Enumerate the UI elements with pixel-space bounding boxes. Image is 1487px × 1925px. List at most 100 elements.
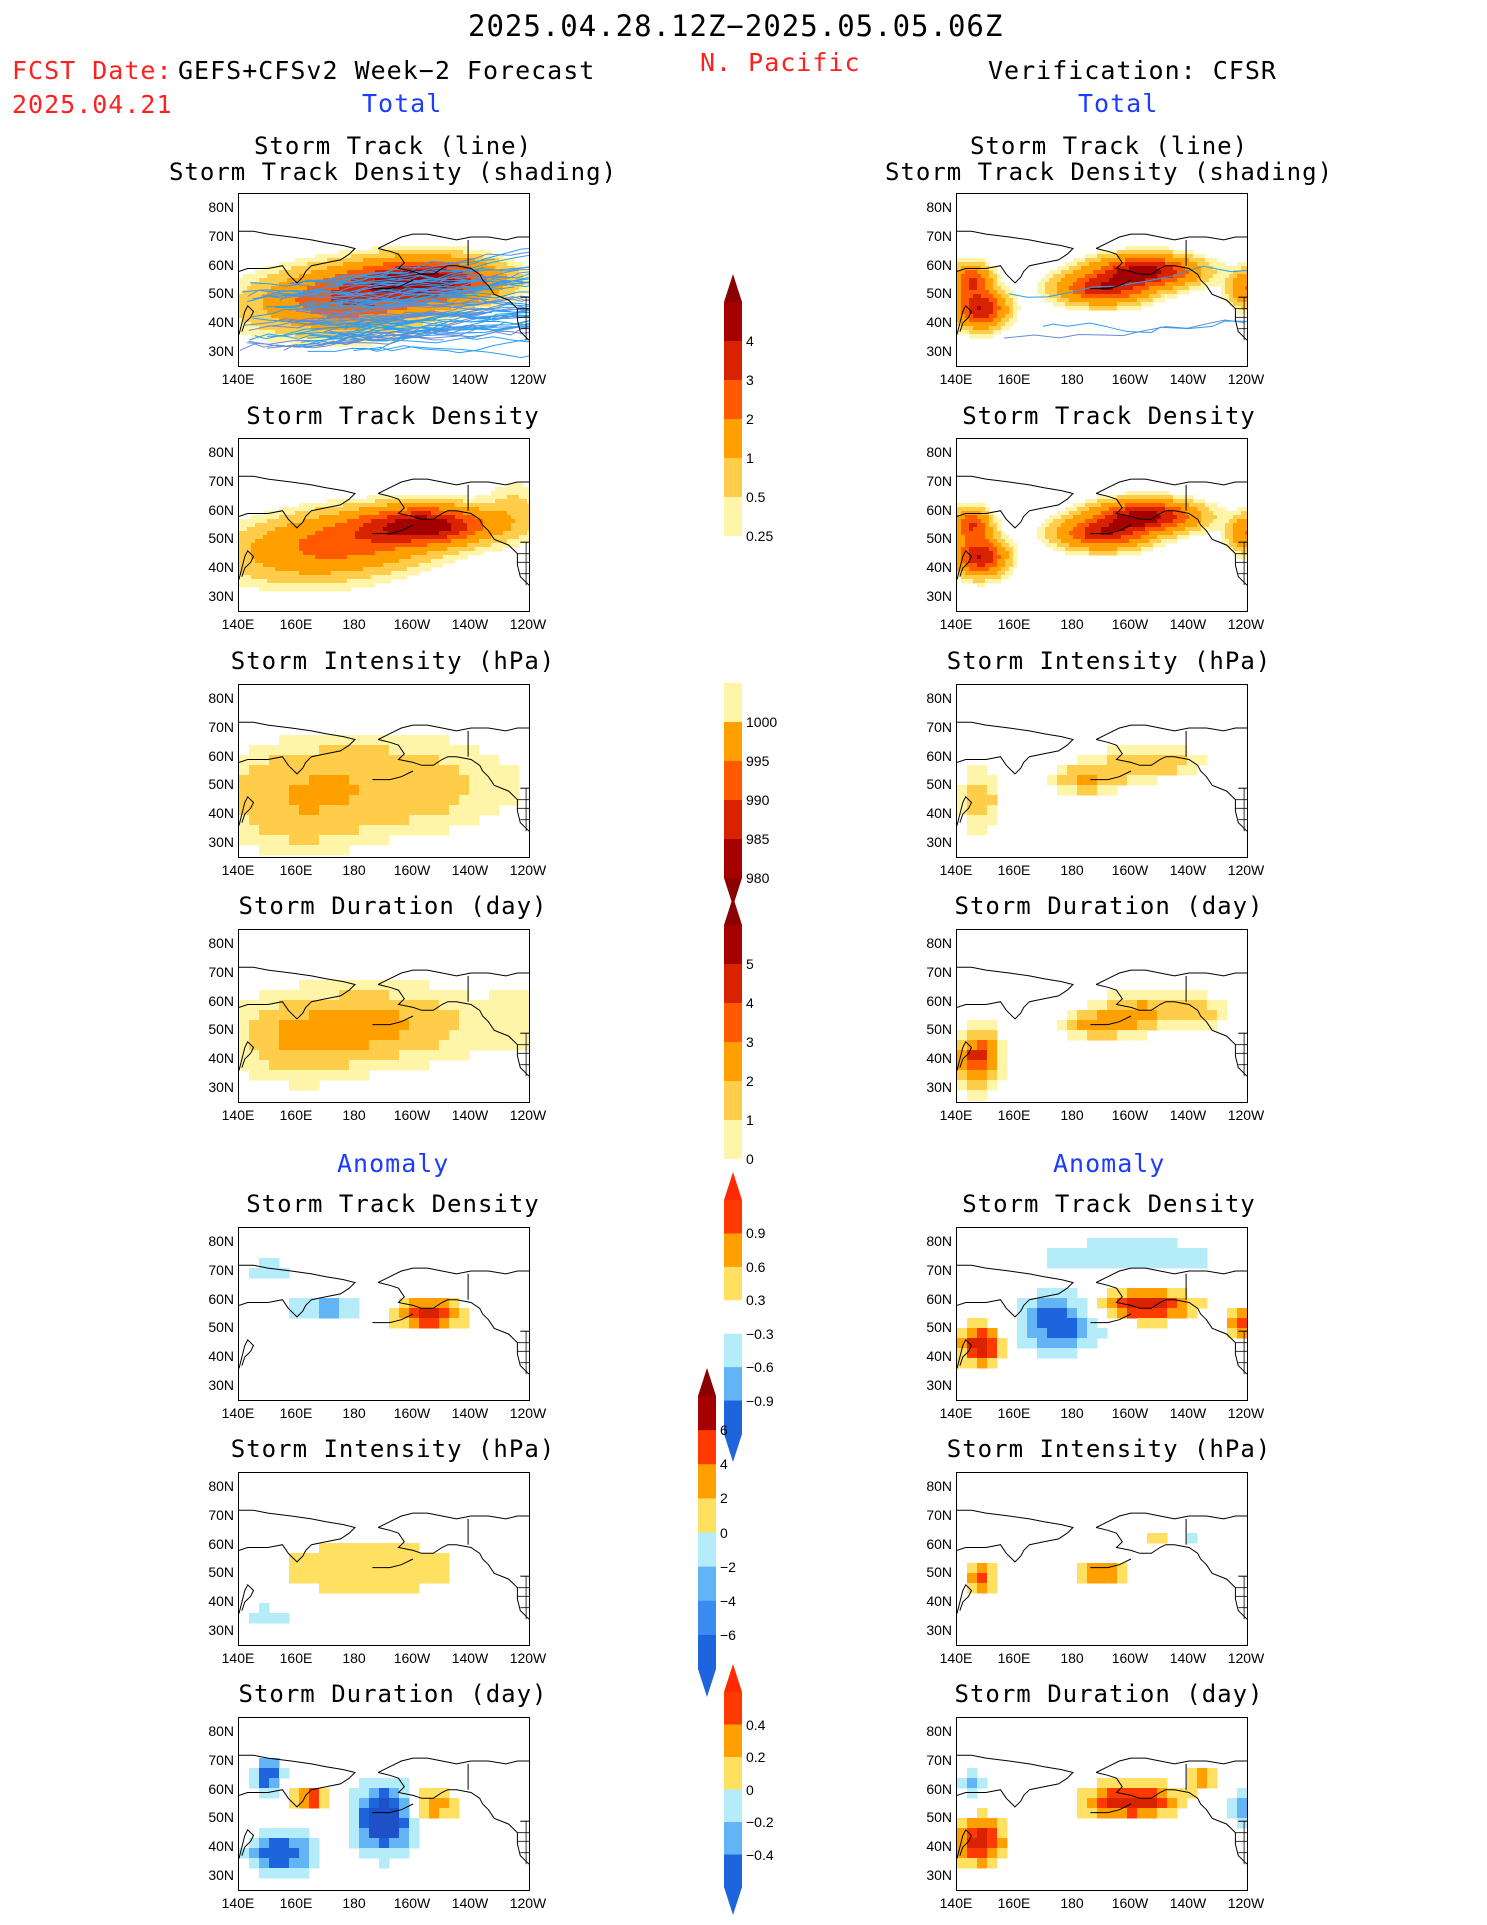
shade-cell [467, 519, 472, 524]
shade-cell [1201, 527, 1206, 532]
shade-cell [1145, 286, 1150, 291]
shade-cell [331, 535, 336, 540]
shade-cell [1089, 511, 1094, 516]
shade-cell [1149, 499, 1154, 504]
shade-cell [303, 527, 308, 532]
shade-cell [515, 543, 520, 548]
shade-cell [439, 294, 444, 299]
shade-cell [255, 543, 260, 548]
shade-cell [1141, 246, 1146, 251]
shade-cell [283, 310, 288, 315]
shade-cell [347, 282, 352, 287]
shade-cell [479, 511, 484, 516]
shade-cell [1197, 266, 1202, 271]
shade-cell [451, 555, 456, 560]
shade-cell [243, 527, 248, 532]
shade-cell [419, 322, 424, 327]
shade-cell [499, 266, 504, 271]
shade-cell [283, 531, 288, 536]
shade-cell [1113, 499, 1118, 504]
shade-cell [331, 270, 336, 275]
shade-cell [487, 527, 492, 532]
shade-cell [399, 765, 410, 776]
shade-cell [295, 559, 300, 564]
shade-cell [327, 294, 332, 299]
shade-cell [403, 531, 408, 536]
shade-cell [1113, 511, 1118, 516]
shade-cell [503, 491, 508, 496]
shade-cell [429, 765, 440, 776]
shade-cell [239, 547, 244, 552]
shade-cell [993, 559, 998, 564]
shade-cell [259, 523, 264, 528]
shade-cell [239, 519, 244, 524]
shade-cell [455, 282, 460, 287]
storm-track-line [283, 326, 529, 351]
shade-cell [319, 563, 324, 568]
shade-cell [1117, 262, 1122, 267]
shade-cell [1233, 511, 1238, 516]
shade-cell [387, 495, 392, 500]
shade-cell [327, 547, 332, 552]
shade-cell [391, 575, 396, 580]
shade-cell [419, 306, 424, 311]
shade-cell [1181, 250, 1186, 255]
shade-cell [1161, 258, 1166, 263]
shade-cell [383, 547, 388, 552]
shade-cell [451, 258, 456, 263]
shade-cell [367, 266, 372, 271]
shade-cell [359, 575, 364, 580]
shade-cell [451, 246, 456, 251]
shade-cell [507, 491, 512, 496]
shade-cell [1209, 270, 1214, 275]
shade-cell [463, 543, 468, 548]
shade-cell [435, 246, 440, 251]
shade-cell [1161, 503, 1166, 508]
shade-cell [965, 563, 970, 568]
shade-cell [379, 503, 384, 508]
shade-cell [483, 515, 488, 520]
shade-cell [1205, 503, 1210, 508]
shade-cell [279, 785, 290, 796]
shade-cell [427, 551, 432, 556]
shade-cell [363, 258, 368, 263]
shade-cell [973, 262, 978, 267]
shade-cell [957, 318, 962, 323]
shade-cell [259, 805, 270, 816]
shade-cell [1141, 547, 1146, 552]
shade-cell [259, 519, 264, 524]
shade-cell [435, 306, 440, 311]
shade-cell [511, 539, 516, 544]
shade-cell [969, 306, 974, 311]
shade-cell [315, 294, 320, 299]
shade-cell [359, 322, 364, 327]
shade-cell [239, 575, 244, 580]
shade-cell [1157, 286, 1162, 291]
shade-cell [1153, 511, 1158, 516]
shade-cell [1073, 270, 1078, 275]
shade-cell [271, 539, 276, 544]
shade-cell [1149, 511, 1154, 516]
shade-cell [1201, 499, 1206, 504]
shade-cell [283, 338, 288, 343]
shade-cell [423, 507, 428, 512]
shade-cell [379, 745, 390, 756]
shade-cell [1169, 527, 1174, 532]
title-intensity-right: Storm Intensity (hPa) [946, 647, 1272, 675]
shade-cell [371, 310, 376, 315]
shade-cell [375, 507, 380, 512]
shade-cell [339, 270, 344, 275]
shade-cell [371, 551, 376, 556]
shade-cell [1049, 515, 1054, 520]
shade-cell [463, 511, 468, 516]
shade-cell [1105, 543, 1110, 548]
shade-cell [289, 775, 300, 786]
shade-cell [371, 511, 376, 516]
shade-cell [1225, 282, 1230, 287]
shade-cell [499, 515, 504, 520]
shade-cell [511, 270, 516, 275]
shade-cell [1073, 539, 1078, 544]
shade-cell [1241, 555, 1246, 560]
shade-cell [997, 575, 1002, 580]
shade-cell [383, 571, 388, 576]
